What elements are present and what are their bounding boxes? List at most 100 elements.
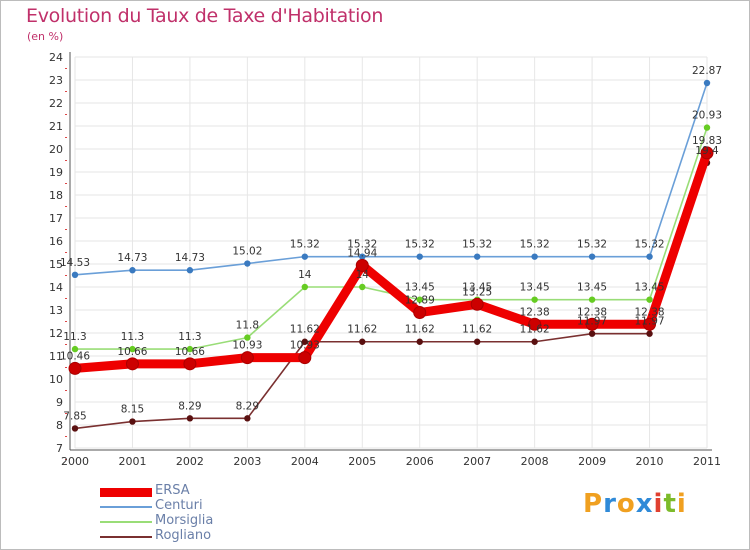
data-point-morsiglia	[129, 345, 136, 353]
data-point-ersa	[700, 146, 714, 160]
data-point-centuri	[186, 267, 194, 274]
data-point-centuri	[646, 253, 653, 260]
chart-title: Evolution du Taux de Taxe d'Habitation	[26, 5, 384, 27]
data-point-centuri	[703, 79, 711, 87]
data-point-morsiglia	[588, 296, 596, 303]
data-point-centuri	[244, 260, 251, 267]
data-point-rogliano	[301, 338, 309, 345]
data-label-morsiglia: 14	[298, 269, 312, 281]
y-tick-label: 7	[56, 442, 63, 455]
y-tick-label: 18	[49, 189, 63, 202]
data-label-rogliano: 11.62	[405, 324, 435, 336]
data-point-morsiglia	[531, 296, 538, 303]
data-label-ersa: 19.83	[692, 135, 722, 147]
y-tick-label: 16	[49, 235, 63, 248]
x-tick-label: 2005	[348, 455, 376, 468]
data-point-ersa	[413, 306, 427, 320]
data-point-morsiglia	[359, 283, 366, 291]
x-tick-label: 2008	[521, 455, 549, 468]
legend-label: Rogliano	[155, 528, 212, 543]
data-label-centuri: 14.53	[60, 257, 90, 269]
brand-letter: i	[653, 489, 664, 519]
y-tick-label: 23	[49, 74, 63, 87]
y-tick-label: 19	[49, 166, 63, 179]
data-label-ersa: 10.66	[175, 346, 205, 358]
data-label-ersa: 10.93	[290, 340, 320, 352]
series-line-rogliano	[74, 162, 708, 430]
data-point-morsiglia	[301, 283, 309, 291]
x-tick-label: 2002	[176, 455, 204, 468]
data-point-centuri	[473, 253, 481, 260]
data-label-rogliano: 8.29	[236, 400, 259, 412]
brand-letter: P	[583, 489, 604, 519]
data-point-morsiglia	[244, 334, 251, 341]
legend-swatch	[100, 487, 152, 497]
data-label-centuri: 15.32	[462, 239, 492, 251]
data-point-ersa	[240, 351, 254, 365]
y-tick-label: 10	[49, 373, 63, 386]
data-point-rogliano	[186, 415, 194, 422]
data-point-centuri	[416, 253, 423, 260]
data-label-ersa: 10.93	[232, 340, 262, 352]
data-label-ersa: 10.46	[60, 350, 90, 362]
data-label-ersa: 10.66	[117, 346, 147, 358]
data-point-centuri	[588, 253, 596, 260]
data-label-rogliano: 11.62	[520, 324, 550, 336]
axes: 7 8 9 10 11 12 13 14 15 16 17 18 19 20 21 22 23 24 2000 200…	[49, 51, 721, 468]
data-label-morsiglia: 20.93	[692, 110, 722, 122]
data-label-morsiglia: 14	[356, 269, 370, 281]
data-point-ersa	[470, 297, 484, 311]
data-point-rogliano	[71, 425, 79, 432]
y-tick-label: 9	[56, 396, 63, 409]
data-label-centuri: 14.73	[117, 252, 147, 264]
legend-label: Morsiglia	[155, 513, 214, 528]
data-label-centuri: 15.32	[347, 239, 377, 251]
data-label-morsiglia: 13.45	[577, 282, 607, 294]
data-point-ersa	[528, 317, 542, 331]
data-point-morsiglia	[646, 296, 653, 303]
x-tick-label: 2004	[291, 455, 319, 468]
brand-letter: t	[663, 489, 677, 519]
legend-swatch	[100, 506, 152, 508]
data-point-rogliano	[359, 338, 366, 345]
y-tick-label: 8	[56, 419, 63, 432]
legend-label: ERSA	[155, 483, 190, 498]
data-point-rogliano	[244, 415, 251, 422]
data-label-morsiglia: 13.45	[462, 282, 492, 294]
data-point-rogliano	[416, 338, 423, 345]
x-tick-label: 2007	[463, 455, 491, 468]
y-tick-label: 22	[49, 97, 63, 110]
data-point-centuri	[71, 271, 79, 279]
data-label-rogliano: 11.62	[462, 324, 492, 336]
data-label-ersa: 14.94	[347, 247, 377, 259]
data-label-rogliano: 7.85	[63, 410, 86, 422]
x-tick-label: 2011	[693, 455, 721, 468]
data-point-ersa	[125, 357, 139, 371]
data-point-centuri	[531, 253, 538, 260]
series-line-morsiglia	[74, 126, 708, 350]
grid	[74, 56, 708, 449]
y-tick-label: 14	[49, 281, 63, 294]
brand-letter: i	[676, 489, 687, 519]
data-label-centuri: 15.32	[577, 239, 607, 251]
data-label-centuri: 15.32	[290, 239, 320, 251]
data-point-morsiglia	[703, 124, 711, 131]
data-label-ersa: 12.89	[405, 295, 435, 307]
data-label-centuri: 15.32	[520, 239, 550, 251]
x-tick-label: 2010	[636, 455, 664, 468]
data-point-morsiglia	[71, 345, 79, 353]
data-label-morsiglia: 13.45	[635, 282, 665, 294]
series-line-centuri	[74, 82, 708, 276]
x-tick-label: 2001	[118, 455, 146, 468]
y-tick-label: 21	[49, 120, 63, 133]
data-label-morsiglia: 11.8	[236, 320, 259, 332]
data-label-ersa: 12.38	[577, 306, 607, 318]
brand-letter: o	[616, 489, 636, 519]
data-point-ersa	[183, 357, 197, 371]
data-label-ersa: 12.38	[635, 306, 665, 318]
data-label-morsiglia: 11.3	[121, 331, 144, 343]
brand-letter: x	[635, 489, 654, 519]
data-label-rogliano: 11.97	[635, 316, 665, 328]
x-tick-label: 2000	[61, 455, 89, 468]
data-point-centuri	[301, 253, 309, 260]
